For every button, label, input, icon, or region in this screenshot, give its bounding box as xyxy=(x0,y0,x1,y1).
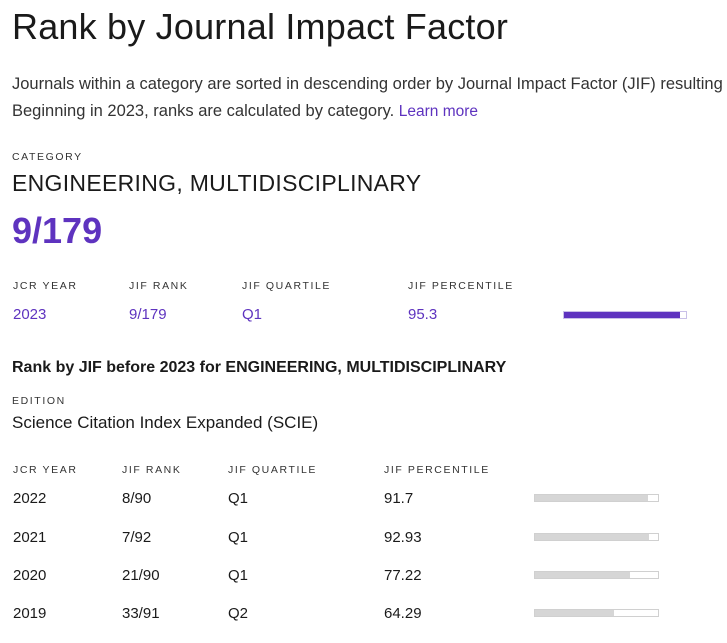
table-row-rank: 7/92 xyxy=(122,529,152,546)
table-row-quartile: Q1 xyxy=(228,490,249,507)
table-row-year: 2019 xyxy=(13,605,47,622)
description-line-1: Journals within a category are sorted in… xyxy=(12,75,727,93)
edition-label: EDITION xyxy=(12,395,66,407)
col-header-jif-rank: JIF RANK xyxy=(129,280,189,292)
table-row-year: 2022 xyxy=(13,490,47,507)
table-row-quartile: Q2 xyxy=(228,605,249,622)
table-row-percentile: 91.7 xyxy=(384,490,414,507)
table-row-year: 2020 xyxy=(13,567,47,584)
percentile-bar xyxy=(534,571,659,579)
current-year: 2023 xyxy=(13,306,47,323)
percentile-bar-fill xyxy=(535,495,648,501)
table-row-rank: 21/90 xyxy=(122,567,160,584)
table-row-rank: 8/90 xyxy=(122,490,152,507)
current-percentile-bar xyxy=(563,311,687,319)
history-col-header-jcr-year: JCR YEAR xyxy=(13,464,78,476)
current-quartile: Q1 xyxy=(242,306,263,323)
page-title: Rank by Journal Impact Factor xyxy=(12,6,509,47)
percentile-bar-fill xyxy=(535,572,630,578)
description-text: Beginning in 2023, ranks are calculated … xyxy=(12,102,395,120)
table-row-quartile: Q1 xyxy=(228,567,249,584)
table-row-percentile: 92.93 xyxy=(384,529,422,546)
col-header-jif-quartile: JIF QUARTILE xyxy=(242,280,332,292)
current-percentile: 95.3 xyxy=(408,306,438,323)
col-header-jcr-year: JCR YEAR xyxy=(13,280,78,292)
percentile-bar xyxy=(534,533,659,541)
table-row-quartile: Q1 xyxy=(228,529,249,546)
table-row-percentile: 77.22 xyxy=(384,567,422,584)
table-row-percentile: 64.29 xyxy=(384,605,422,622)
percentile-bar-fill xyxy=(535,534,650,540)
table-row-rank: 33/91 xyxy=(122,605,160,622)
table-row-year: 2021 xyxy=(13,529,47,546)
current-rank: 9/179 xyxy=(129,306,167,323)
current-percentile-bar-fill xyxy=(564,312,681,318)
col-header-jif-percentile: JIF PERCENTILE xyxy=(408,280,514,292)
description-line-2: Beginning in 2023, ranks are calculated … xyxy=(12,102,478,121)
percentile-bar xyxy=(534,609,659,617)
edition-name: Science Citation Index Expanded (SCIE) xyxy=(12,413,319,432)
category-name: ENGINEERING, MULTIDISCIPLINARY xyxy=(12,170,422,196)
percentile-bar-fill xyxy=(535,610,615,616)
category-label: CATEGORY xyxy=(12,151,83,163)
history-col-header-jif-rank: JIF RANK xyxy=(122,464,182,476)
history-col-header-jif-percentile: JIF PERCENTILE xyxy=(384,464,490,476)
history-heading: Rank by JIF before 2023 for ENGINEERING,… xyxy=(12,359,507,376)
percentile-bar xyxy=(534,494,659,502)
category-rank: 9/179 xyxy=(12,210,103,251)
learn-more-link[interactable]: Learn more xyxy=(398,103,479,120)
history-col-header-jif-quartile: JIF QUARTILE xyxy=(228,464,318,476)
